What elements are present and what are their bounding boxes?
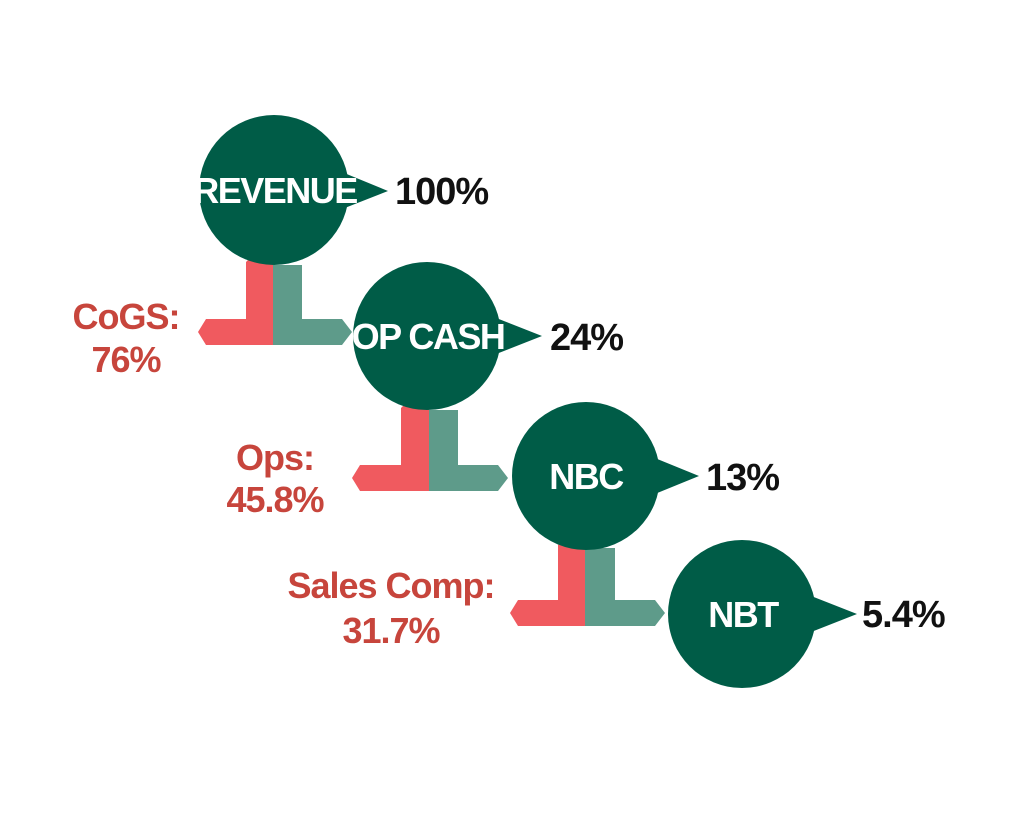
cost-sales-comp-name: Sales Comp:: [287, 565, 494, 606]
cost-cogs-value: 76%: [91, 339, 161, 380]
cost-ops: Ops: 45.8%: [226, 437, 325, 520]
node-revenue-label: REVENUE: [193, 170, 357, 211]
node-nbc-label: NBC: [549, 456, 624, 497]
cost-sales-comp: Sales Comp: 31.7%: [287, 565, 495, 651]
node-nbt: NBT: [668, 540, 857, 688]
node-nbc: NBC: [512, 402, 699, 550]
cost-ops-value: 45.8%: [226, 479, 324, 520]
node-revenue-value: 100%: [395, 171, 488, 213]
split-arrow-ops: [352, 394, 508, 491]
cost-cogs-name: CoGS:: [73, 296, 180, 337]
ops-cost-arrow: [352, 394, 429, 491]
cost-ops-name: Ops:: [236, 437, 314, 478]
node-nbt-label: NBT: [708, 594, 779, 635]
cost-cogs: CoGS: 76%: [73, 296, 181, 380]
cost-sales-comp-value: 31.7%: [342, 610, 440, 651]
sales-comp-cost-arrow: [510, 531, 585, 626]
split-arrow-sales-comp: [510, 531, 665, 626]
cogs-cost-arrow: [198, 249, 273, 345]
node-op-cash-value: 24%: [550, 317, 623, 359]
node-op-cash: OP CASH: [352, 262, 542, 410]
node-op-cash-label: OP CASH: [352, 316, 505, 357]
op-cash-flow-arrow: [273, 265, 352, 345]
node-revenue: REVENUE: [193, 115, 388, 265]
nbt-flow-arrow: [585, 548, 665, 626]
split-arrow-cogs: [198, 249, 352, 345]
nbc-flow-arrow: [429, 410, 508, 491]
node-nbt-value: 5.4%: [862, 594, 945, 636]
node-nbc-value: 13%: [706, 457, 779, 499]
